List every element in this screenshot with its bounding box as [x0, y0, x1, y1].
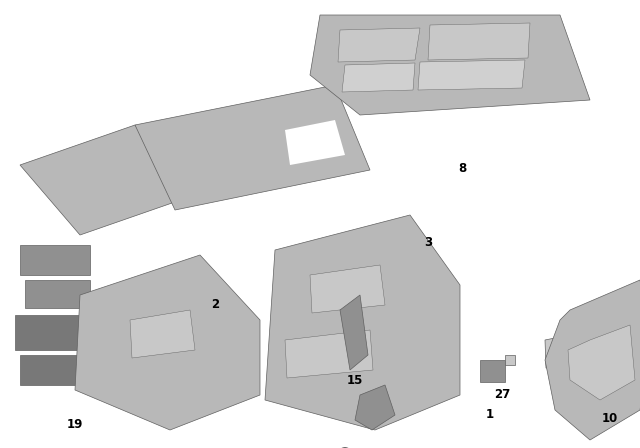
Bar [480, 360, 505, 382]
Polygon shape [265, 215, 460, 430]
Text: 19: 19 [67, 418, 83, 431]
Polygon shape [135, 85, 370, 210]
Polygon shape [130, 310, 195, 358]
Text: 27: 27 [494, 388, 510, 401]
Polygon shape [75, 255, 260, 430]
Polygon shape [20, 125, 195, 235]
Polygon shape [568, 325, 635, 400]
Text: 15: 15 [347, 374, 363, 387]
Polygon shape [545, 335, 572, 368]
Polygon shape [310, 265, 385, 313]
Polygon shape [340, 295, 368, 370]
Bar [25, 280, 90, 308]
Polygon shape [285, 120, 345, 165]
Polygon shape [545, 280, 640, 440]
Text: 3: 3 [424, 236, 432, 249]
Text: 1: 1 [486, 409, 494, 422]
Polygon shape [428, 23, 530, 60]
Bar [15, 315, 90, 350]
Text: 10: 10 [602, 412, 618, 425]
Polygon shape [418, 60, 525, 90]
Polygon shape [342, 63, 415, 92]
Text: 2: 2 [211, 298, 219, 311]
Bar [20, 355, 90, 385]
Polygon shape [355, 385, 395, 430]
Bar [20, 245, 90, 275]
Polygon shape [285, 330, 373, 378]
Polygon shape [310, 15, 590, 115]
Bar [505, 355, 515, 365]
Text: 8: 8 [458, 161, 466, 175]
Polygon shape [338, 28, 420, 62]
